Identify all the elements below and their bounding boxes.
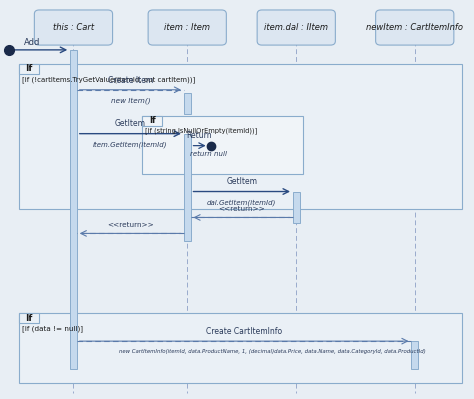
Bar (411, 341, 418, 369)
Bar (19, 64, 462, 209)
Text: item.dal : IItem: item.dal : IItem (264, 23, 328, 32)
FancyBboxPatch shape (257, 10, 336, 45)
FancyBboxPatch shape (148, 10, 226, 45)
Text: GetItem: GetItem (115, 119, 146, 128)
Text: [if (string.IsNullOrEmpty(itemId))]: [if (string.IsNullOrEmpty(itemId))] (145, 128, 257, 134)
Text: Return: Return (187, 131, 212, 140)
Text: new CartItemInfo(itemId, data.ProductName, 1, (decimal)data.Price, data.Name, da: new CartItemInfo(itemId, data.ProductNam… (119, 349, 426, 354)
Text: [if (!cartItems.TryGetValue(itemId, out cartItem))]: [if (!cartItems.TryGetValue(itemId, out … (22, 76, 195, 83)
Text: this : Cart: this : Cart (53, 23, 94, 32)
Polygon shape (19, 64, 39, 74)
Text: <<return>>: <<return>> (107, 222, 154, 228)
Text: Create Item: Create Item (108, 75, 153, 85)
Text: If: If (25, 64, 33, 73)
Text: If: If (149, 116, 155, 125)
Text: item : Item: item : Item (164, 23, 210, 32)
Polygon shape (19, 313, 39, 323)
Text: Add: Add (24, 38, 40, 47)
Text: If: If (25, 314, 33, 323)
Bar (184, 134, 191, 241)
Text: newItem : CartItemInfo: newItem : CartItemInfo (366, 23, 463, 32)
Bar (184, 93, 191, 114)
Text: dal.GetItem(itemId): dal.GetItem(itemId) (207, 200, 276, 206)
Text: [if (data != null)]: [if (data != null)] (22, 325, 83, 332)
Bar (293, 192, 300, 223)
Text: <<return>>: <<return>> (219, 206, 265, 212)
Bar (70, 50, 77, 369)
Bar (19, 313, 462, 383)
Text: return null: return null (190, 151, 227, 157)
Text: GetItem: GetItem (226, 177, 257, 186)
FancyBboxPatch shape (34, 10, 112, 45)
Bar (142, 116, 303, 174)
Text: new Item(): new Item() (110, 98, 150, 105)
FancyBboxPatch shape (375, 10, 454, 45)
Text: Create CartItemInfo: Create CartItemInfo (206, 327, 282, 336)
Polygon shape (142, 116, 162, 126)
Text: item.GetItem(itemId): item.GetItem(itemId) (93, 142, 168, 148)
